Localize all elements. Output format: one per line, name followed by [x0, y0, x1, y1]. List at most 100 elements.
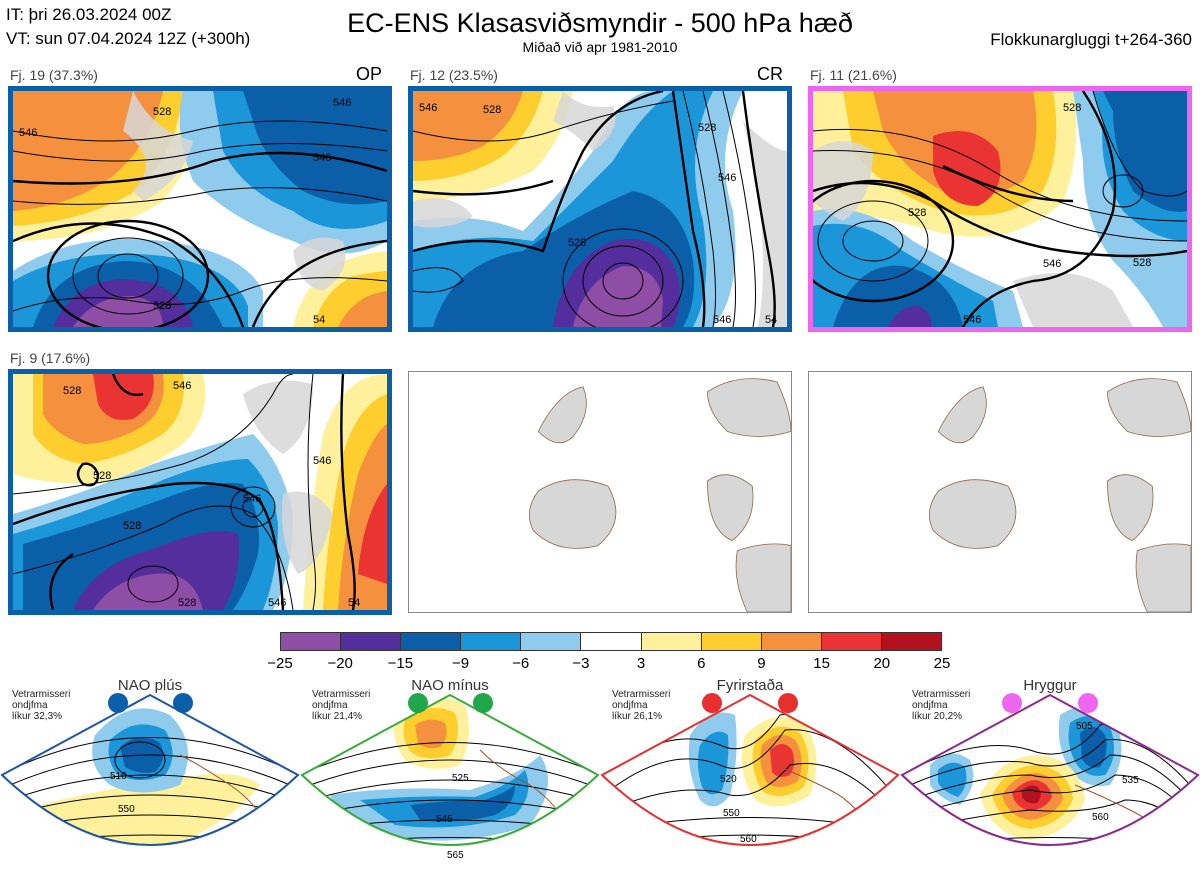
regime-title: NAO plús [117, 677, 183, 694]
regime-contour-label: 535 [1122, 775, 1139, 786]
contour-label: 546 [1043, 258, 1061, 270]
valid-time: VT: sun 07.04.2024 12Z (+300h) [6, 29, 251, 48]
cluster-map-1[interactable]: 546 528 546 528 546 54 [8, 86, 392, 332]
regime-title: NAO mínus [411, 677, 489, 694]
regime-contour-label: 565 [447, 850, 464, 861]
colorbar-swatch [881, 633, 942, 650]
colorbar-tick-label: −20 [327, 655, 353, 672]
regime-note: Vetrarmisseri ondjfma líkur 21,4% [312, 689, 371, 722]
cluster-map-3[interactable]: 528 528 528 546 546 [808, 86, 1192, 332]
colorbar-tick-label: 3 [636, 655, 646, 672]
contour-label: 54 [313, 314, 325, 326]
colorbar-tick-label: −6 [512, 655, 530, 672]
panel-1-tag: OP [356, 64, 383, 84]
anomaly-colorbar [280, 632, 942, 651]
colorbar-swatch [521, 633, 582, 650]
colorbar-tick-label: 15 [813, 655, 830, 672]
page-title: EC-ENS Klasasviðsmyndir - 500 hPa hæð [347, 8, 853, 38]
regime-nao-minus: 525 545 565 NAO mínus Vetrarmisseri ondjf… [300, 675, 600, 871]
regime-note: Vetrarmisseri ondjfma líkur 20,2% [912, 689, 971, 722]
cluster-map-4[interactable]: 528 546 528 528 546 546 528 546 54 [8, 369, 392, 615]
regime-contour-label: 550 [723, 808, 740, 819]
regime-title: Hryggur [1023, 677, 1077, 694]
regime-contour-label: 550 [118, 804, 135, 815]
regime-contour-label: 510 [110, 771, 127, 782]
contour-label: 528 [908, 207, 926, 219]
regime-contour-label: 525 [452, 773, 469, 784]
contour-label: 528 [153, 300, 171, 312]
colorbar-swatch [761, 633, 822, 650]
contour-label: 546 [419, 102, 437, 114]
empty-map-5 [408, 371, 792, 613]
colorbar-swatch [281, 633, 342, 650]
contour-label: 528 [178, 597, 196, 609]
contour-label: 528 [483, 104, 501, 116]
contour-label: 546 [713, 314, 731, 326]
colorbar-swatch [461, 633, 522, 650]
colorbar-tick-label: 25 [933, 655, 951, 672]
contour-label: 528 [153, 106, 171, 118]
colorbar-tick-label: −25 [267, 655, 293, 672]
regime-2-plot: 525 545 565 [300, 693, 600, 861]
colorbar-tick-label: −9 [451, 655, 470, 672]
contour-label: 54 [765, 314, 777, 326]
panel-1-label: Fj. 19 (37.3%) [10, 67, 98, 83]
contour-label: 546 [243, 493, 261, 505]
colorbar-swatch [821, 633, 882, 650]
colorbar-swatch [341, 633, 402, 650]
contour-label: 528 [568, 237, 586, 249]
contour-label: 528 [1133, 257, 1151, 269]
regime-note: Vetrarmisseri ondjfma líkur 32,3% [12, 689, 71, 722]
colorbar-swatch [581, 633, 642, 650]
contour-label: 546 [313, 152, 331, 164]
contour-label: 528 [1063, 102, 1081, 114]
regime-ridge: 505 535 560 Hryggur Vetrarmisseri ondjfma… [900, 675, 1200, 871]
initial-time: IT: þri 26.03.2024 00Z [6, 5, 172, 24]
contour-label: 546 [19, 127, 37, 139]
regime-3-plot: 520 550 560 [600, 693, 900, 846]
empty-map-6 [808, 371, 1192, 613]
colorbar-swatch [401, 633, 462, 650]
panel-2-tag: CR [757, 64, 783, 84]
colorbar-tick-label: −15 [387, 655, 414, 672]
regime-contour-label: 505 [1076, 721, 1093, 732]
clustering-window: Flokkunargluggi t+264-360 [990, 30, 1192, 49]
cluster-map-3-plot: 528 528 528 546 546 [813, 91, 1187, 327]
panel-3-label: Fj. 11 (21.6%) [810, 67, 897, 83]
contour-label: 528 [698, 122, 716, 134]
cluster-map-2-plot: 546 528 528 546 528 546 54 [413, 91, 787, 327]
contour-label: 546 [313, 455, 331, 467]
colorbar-swatch [701, 633, 762, 650]
contour-label: 528 [63, 385, 81, 397]
contour-label: 546 [173, 380, 191, 392]
regime-title: Fyrirstaða [716, 677, 784, 694]
empty-map-5-plot [528, 378, 791, 612]
colorbar-swatch [641, 633, 702, 650]
contour-label: 546 [268, 597, 286, 609]
regime-4-plot: 505 535 560 [900, 693, 1200, 846]
panel-2-label: Fj. 12 (23.5%) [410, 67, 498, 83]
page-subtitle: Miðað við apr 1981-2010 [522, 39, 678, 55]
cluster-map-4-plot: 528 546 528 528 546 546 528 546 54 [13, 374, 387, 610]
cluster-map-1-plot: 546 528 546 528 546 54 [13, 91, 387, 327]
colorbar-tick-label: −3 [572, 655, 590, 672]
regime-contour-label: 545 [436, 814, 453, 825]
contour-label: 54 [348, 597, 360, 609]
regime-contour-label: 520 [720, 774, 737, 785]
empty-map-6-plot [928, 378, 1191, 612]
colorbar-tick-label: 20 [873, 655, 891, 672]
colorbar-tick-label: 6 [697, 655, 706, 672]
contour-label: 546 [963, 314, 981, 326]
cluster-map-2[interactable]: 546 528 528 546 528 546 54 [408, 86, 792, 332]
contour-label: 528 [123, 520, 141, 532]
contour-label: 546 [333, 97, 351, 109]
regime-nao-plus: 510 550 NAO plús Vetrarmisseri ondjfma lík… [0, 675, 300, 871]
contour-label: 546 [718, 172, 736, 184]
regime-contour-label: 560 [740, 834, 757, 845]
panel-4-label: Fj. 9 (17.6%) [10, 350, 91, 366]
regime-note: Vetrarmisseri ondjfma líkur 26,1% [612, 689, 671, 722]
contour-label: 528 [93, 470, 111, 482]
regime-1-plot: 510 550 [0, 693, 300, 846]
regime-contour-label: 560 [1092, 812, 1109, 823]
regime-blocking: 520 550 560 Fyrirstaða Vetrarmisseri ondj… [600, 675, 900, 871]
